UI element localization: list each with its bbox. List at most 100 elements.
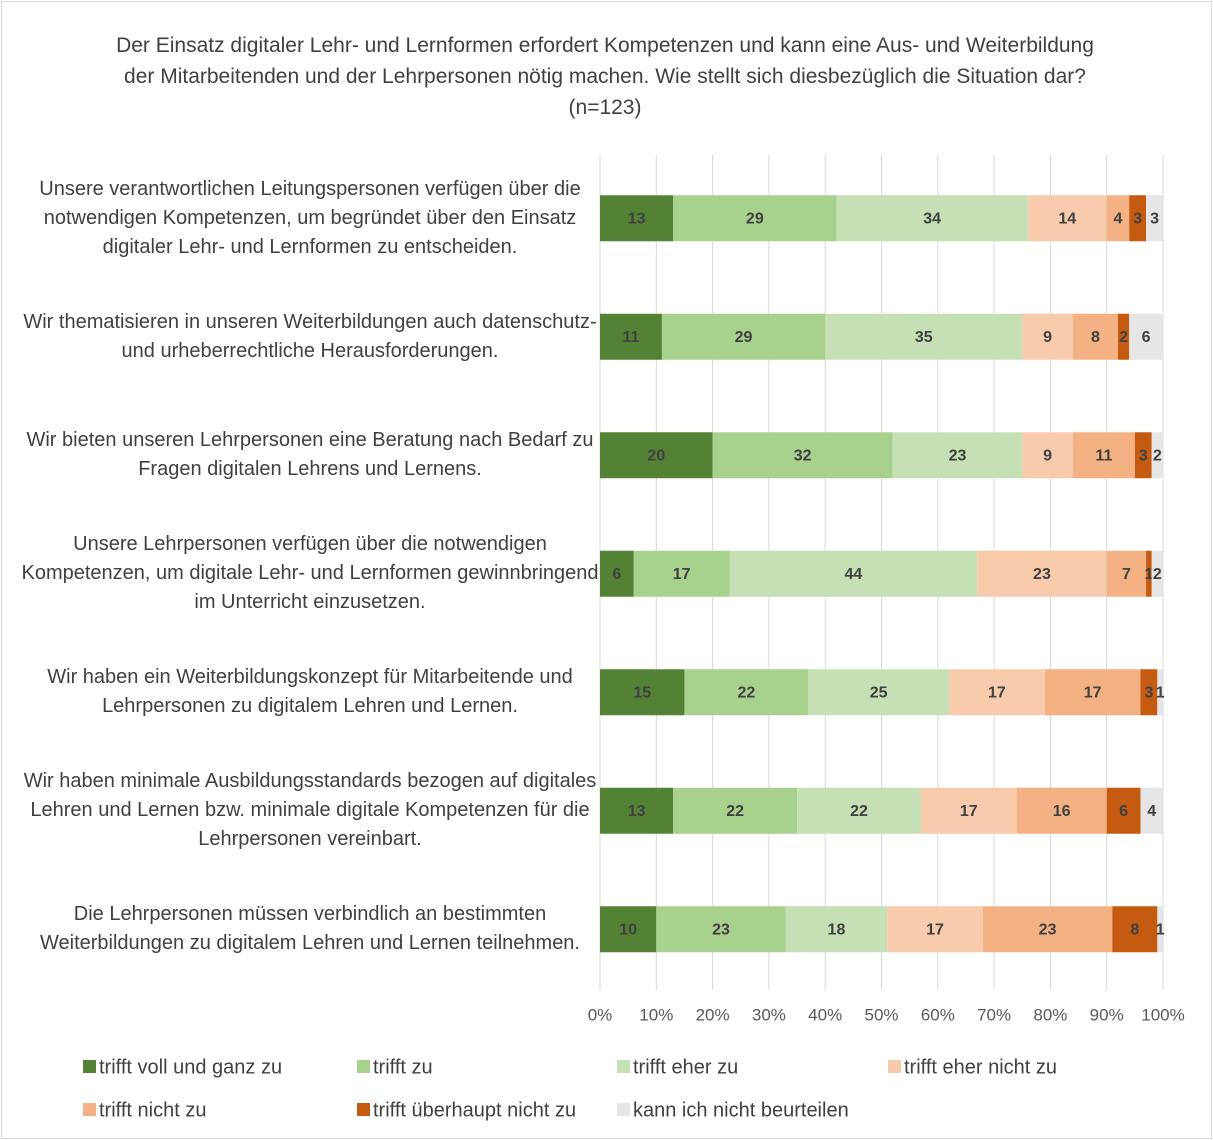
data-label: 7: [1122, 566, 1131, 583]
data-label: 1: [1156, 684, 1165, 701]
category-label: Wir haben minimale Ausbildungsstandards …: [23, 770, 597, 851]
data-label: 17: [960, 803, 978, 820]
bar-segment: [712, 432, 893, 479]
data-label: 9: [1043, 447, 1052, 464]
bar-segment: [892, 432, 1023, 479]
data-label: 11: [1095, 447, 1112, 464]
bar-segment: [633, 550, 730, 597]
legend-swatch: [617, 1103, 630, 1116]
bar-segment: [887, 906, 983, 953]
data-label: 44: [844, 566, 862, 583]
data-label: 2: [1153, 566, 1162, 583]
bar-segment: [1106, 787, 1141, 834]
bar-segment: [729, 550, 978, 597]
chart-title: Der Einsatz digitaler Lehr- und Lernform…: [116, 34, 1094, 119]
data-label: 3: [1144, 684, 1153, 701]
bar-segment: [1027, 195, 1107, 242]
data-label: 17: [988, 684, 1006, 701]
data-label: 8: [1091, 329, 1100, 346]
data-label: 2: [1119, 329, 1128, 346]
data-label: 1: [1144, 566, 1153, 583]
bar-segment: [673, 195, 837, 242]
data-label: 22: [737, 684, 755, 701]
bar-segment: [1146, 195, 1163, 242]
bar-segment: [1022, 313, 1073, 360]
data-label: 29: [746, 210, 764, 227]
bar-segment: [1072, 432, 1135, 479]
bar-segment: [684, 669, 809, 716]
x-tick-label: 50%: [864, 1005, 898, 1024]
bar-segment: [797, 787, 921, 834]
bar-segment: [808, 669, 950, 716]
legend-label: kann ich nicht beurteilen: [633, 1099, 849, 1121]
bar-segment: [1129, 313, 1163, 360]
bar-segment: [1151, 550, 1163, 597]
bar-segment: [836, 195, 1028, 242]
bar-segment: [600, 787, 674, 834]
data-label: 6: [612, 566, 621, 583]
x-tick-label: 40%: [808, 1005, 842, 1024]
x-tick-label: 100%: [1141, 1005, 1184, 1024]
x-tick-label: 80%: [1033, 1005, 1067, 1024]
bar-segment: [1134, 432, 1152, 479]
x-tick-label: 90%: [1090, 1005, 1124, 1024]
bar-segment: [1157, 906, 1163, 953]
data-label: 17: [926, 921, 944, 938]
data-label: 11: [623, 329, 640, 346]
data-label: 2: [1153, 447, 1162, 464]
bar-segment: [982, 906, 1113, 953]
data-label: 20: [647, 447, 665, 464]
data-label: 1: [1156, 921, 1165, 938]
category-label: Wir thematisieren in unseren Weiterbildu…: [23, 310, 597, 362]
legend-label: trifft eher nicht zu: [904, 1056, 1057, 1078]
legend-swatch: [888, 1060, 901, 1073]
bar-segment: [1106, 195, 1130, 242]
data-label: 35: [915, 329, 933, 346]
data-label: 10: [619, 921, 637, 938]
bar-segment: [1044, 669, 1141, 716]
bar-segment: [1157, 669, 1163, 716]
data-label: 4: [1114, 210, 1123, 227]
bar-segment: [825, 313, 1023, 360]
bar-segment: [600, 550, 634, 597]
bar-segment: [1106, 550, 1147, 597]
bar-segment: [600, 313, 662, 360]
category-label: Die Lehrpersonen müssen verbindlich an b…: [40, 903, 580, 955]
bar-segment: [673, 787, 798, 834]
bar-segment: [1129, 195, 1147, 242]
data-label: 23: [712, 921, 730, 938]
bar-segment: [949, 669, 1045, 716]
bar-segment: [656, 906, 786, 953]
data-label: 3: [1150, 210, 1159, 227]
bar-segment: [1016, 787, 1107, 834]
legend-label: trifft überhaupt nicht zu: [373, 1099, 576, 1121]
x-tick-label: 10%: [639, 1005, 673, 1024]
data-label: 3: [1133, 210, 1142, 227]
x-tick-label: 30%: [752, 1005, 786, 1024]
data-label: 16: [1053, 803, 1071, 820]
data-label: 8: [1130, 921, 1139, 938]
data-label: 23: [949, 447, 967, 464]
bar-segment: [1022, 432, 1073, 479]
x-tick-label: 20%: [696, 1005, 730, 1024]
x-tick-label: 70%: [977, 1005, 1011, 1024]
bar-segment: [1146, 550, 1152, 597]
bar-segment: [1112, 906, 1158, 953]
data-label: 25: [870, 684, 888, 701]
bar-segment: [785, 906, 888, 953]
data-label: 23: [1033, 566, 1051, 583]
x-tick-label: 0%: [588, 1005, 613, 1024]
legend-swatch: [83, 1103, 96, 1116]
legend-swatch: [357, 1103, 370, 1116]
bar-segment: [600, 432, 713, 479]
data-label: 17: [1084, 684, 1102, 701]
legend-label: trifft zu: [373, 1056, 433, 1078]
data-label: 6: [1119, 803, 1128, 820]
bar-segment: [1117, 313, 1130, 360]
data-label: 6: [1142, 329, 1151, 346]
bar-segment: [600, 906, 657, 953]
bar-segment: [600, 195, 674, 242]
